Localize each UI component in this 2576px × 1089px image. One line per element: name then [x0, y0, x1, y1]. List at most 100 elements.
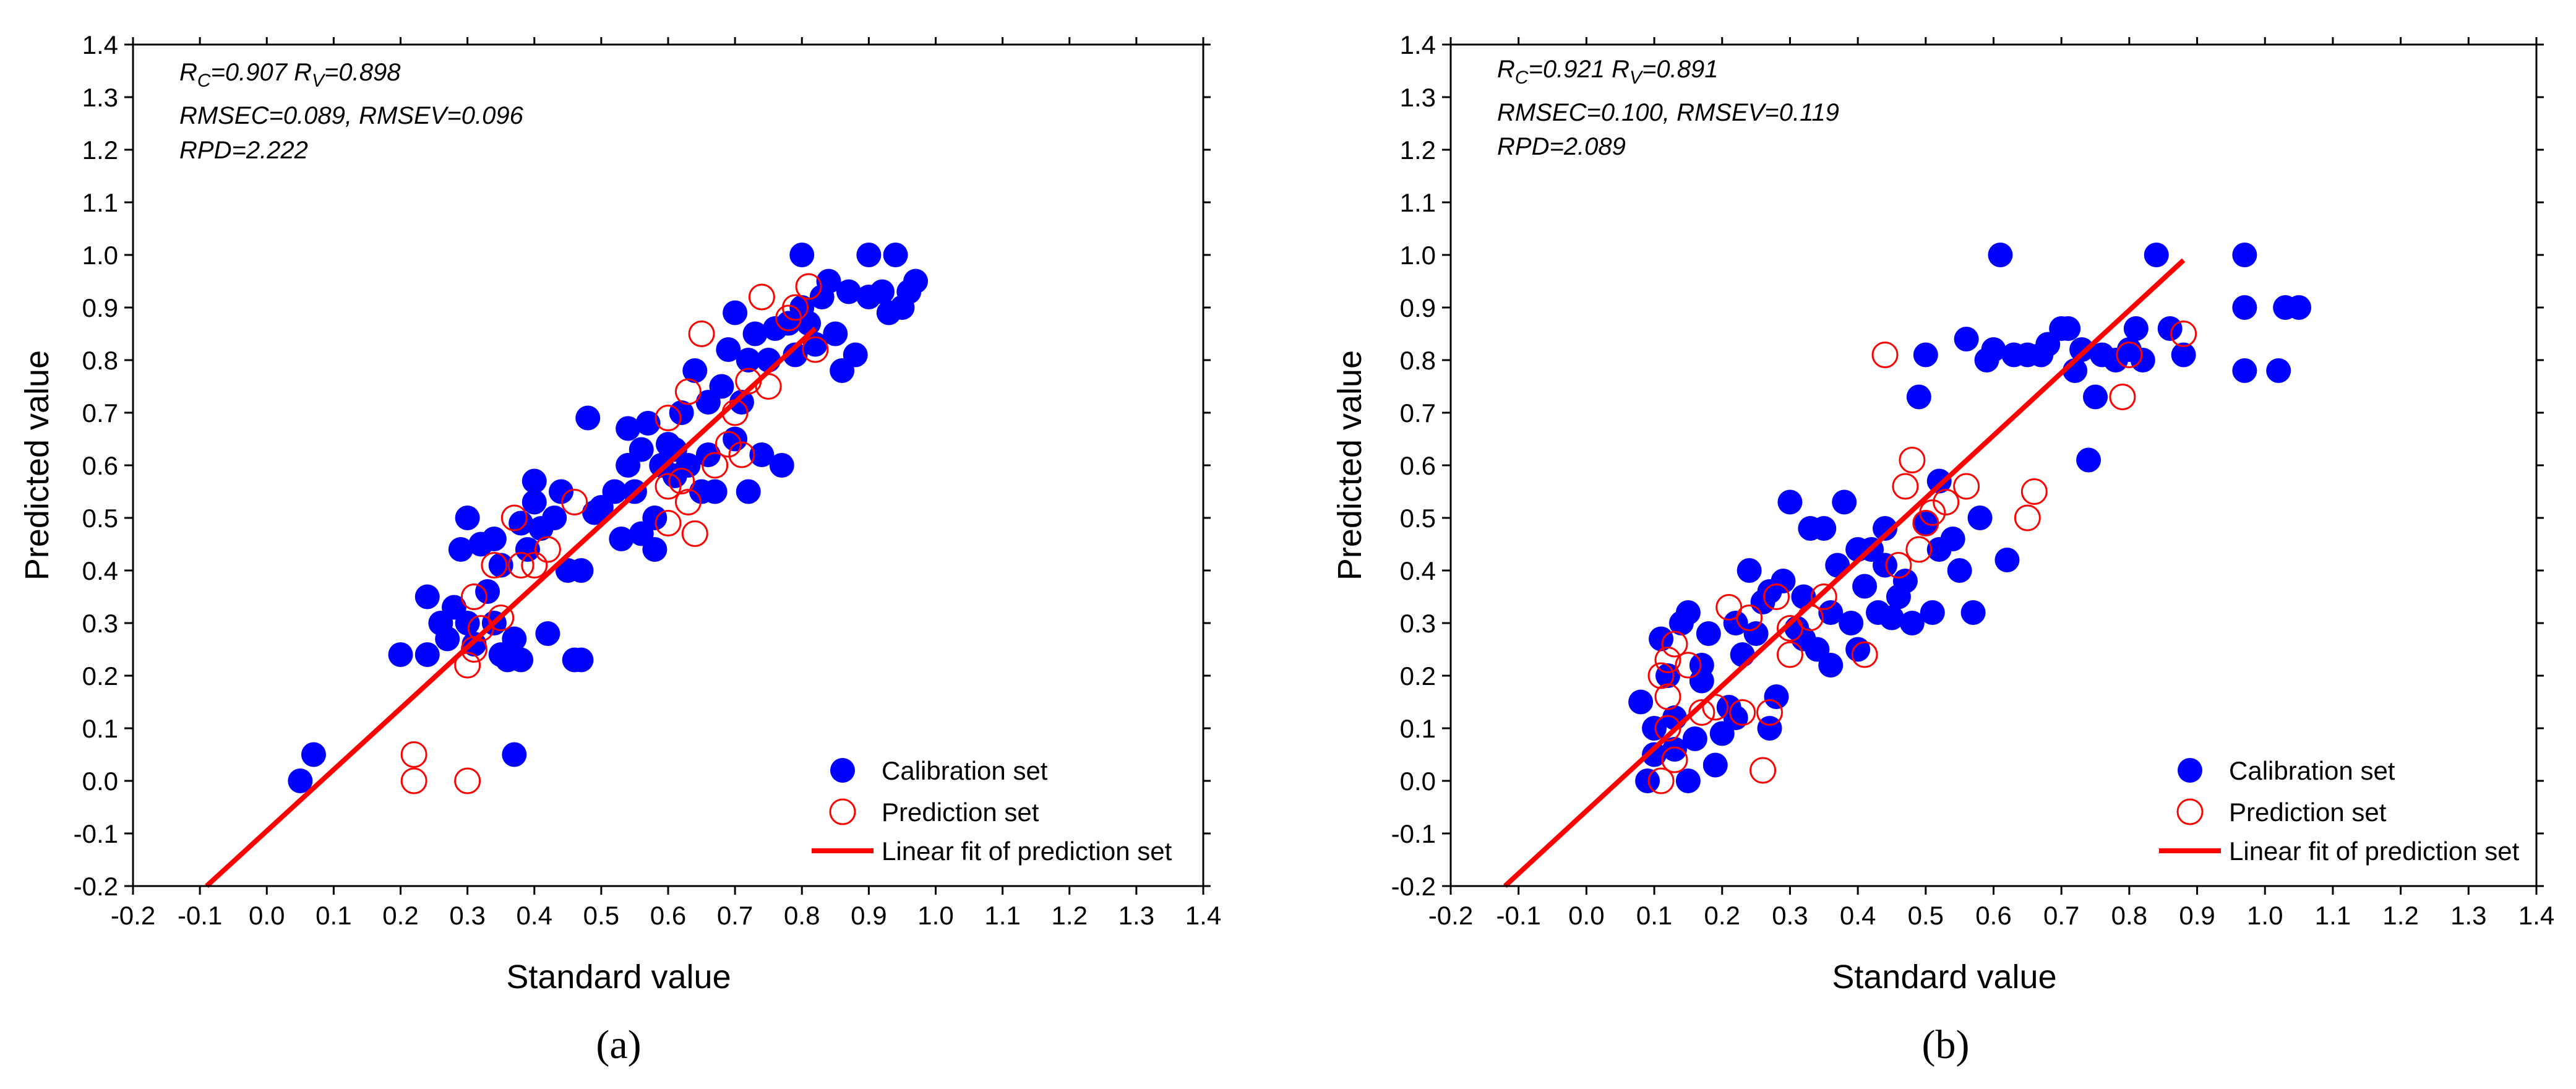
calibration-point — [1839, 611, 1864, 635]
calibration-point — [2266, 358, 2291, 383]
prediction-point — [802, 336, 829, 363]
y-tick-label: 1.4 — [82, 30, 118, 59]
calibration-point — [1818, 600, 1844, 625]
y-tick-label: 1.3 — [82, 83, 118, 112]
calibration-point — [1994, 548, 2020, 572]
prediction-point — [748, 283, 775, 311]
plot-frame — [1449, 43, 2538, 887]
y-tick-label: 0.8 — [82, 346, 118, 375]
prediction-point — [655, 510, 682, 536]
calibration-point — [1675, 600, 1701, 625]
prediction-point — [1647, 662, 1675, 689]
x-tick-label: 0.2 — [1704, 901, 1740, 930]
prediction-point — [674, 378, 702, 405]
y-tick-label: 0.3 — [1400, 609, 1436, 638]
calibration-point — [2232, 243, 2257, 267]
prediction-point — [1905, 536, 1933, 563]
calibration-point — [635, 411, 661, 436]
prediction-point — [2014, 504, 2041, 532]
y-tick-label: 0.4 — [82, 556, 118, 585]
calibration-point — [301, 742, 326, 767]
x-tick-label: -0.1 — [1496, 901, 1541, 930]
calibration-point — [509, 647, 534, 673]
stats-line-2: RMSEC=0.100, RMSEV=0.119 — [1497, 99, 1839, 126]
legend-fit-label: Linear fit of prediction set — [882, 837, 1172, 866]
calibration-point — [1845, 637, 1871, 662]
legend-prediction-label: Prediction set — [2229, 798, 2387, 827]
calibration-point — [1757, 716, 1782, 741]
calibration-point — [1913, 342, 1938, 368]
panel-label-b: (b) — [1922, 1022, 1970, 1067]
panel-a: -0.2 -0.1 0.0 0.1 0.2 0.3 0.4 0.5 0.6 0.7 0.8 0.9 1.… — [19, 30, 1221, 1067]
calibration-point — [502, 626, 527, 652]
calibration-point — [2076, 447, 2102, 473]
prediction-point — [688, 321, 715, 347]
calibration-point — [1682, 726, 1707, 751]
calibration-point — [883, 243, 908, 267]
prediction-point — [400, 741, 427, 768]
prediction-point — [1654, 647, 1681, 673]
calibration-point — [515, 537, 540, 562]
calibration-point — [1873, 516, 1897, 541]
calibration-point — [569, 558, 594, 583]
x-tick-label: 0.5 — [1908, 901, 1944, 930]
calibration-point — [1777, 489, 1803, 515]
prediction-point — [1885, 552, 1912, 579]
x-tick-label: 0.7 — [2043, 901, 2079, 930]
calibration-point — [2123, 316, 2149, 341]
x-tick-label: 1.4 — [2518, 901, 2554, 930]
stats-line-2: RMSEC=0.089, RMSEV=0.096 — [179, 102, 524, 129]
stats-line-3: RPD=2.222 — [179, 137, 308, 164]
legend-fit-label: Linear fit of prediction set — [2229, 837, 2520, 866]
prediction-point — [1750, 757, 1777, 784]
x-tick-label: 0.6 — [650, 901, 686, 930]
calibration-point — [535, 621, 560, 646]
calibration-point — [616, 416, 641, 441]
calibration-point — [481, 527, 507, 551]
x-tick-label: 0.4 — [517, 901, 552, 930]
y-tick-label: 0.4 — [1400, 556, 1436, 585]
y-tick-label: 0.6 — [1400, 451, 1436, 480]
prediction-point — [1919, 499, 1946, 526]
legend-calibration-label: Calibration set — [2229, 756, 2395, 785]
calibration-point — [522, 489, 547, 515]
calibration-point — [1702, 752, 1728, 778]
legend: Calibration set Prediction set Linear fi… — [812, 756, 1172, 866]
calibration-point — [629, 521, 654, 546]
y-tick-label: 1.2 — [1400, 136, 1436, 165]
x-tick-label: 0.4 — [1840, 901, 1876, 930]
y-tick-label: 0.6 — [82, 451, 118, 480]
calibration-point — [1737, 558, 1762, 583]
prediction-point — [1654, 715, 1681, 742]
calibration-point — [749, 442, 775, 467]
y-tick-label: -0.1 — [1391, 819, 1436, 848]
calibration-point — [1628, 689, 1654, 715]
prediction-point — [674, 489, 702, 515]
calibration-point — [1960, 600, 1986, 625]
calibration-point — [1635, 768, 1660, 793]
calibration-point — [475, 579, 500, 604]
calibration-point — [1655, 663, 1680, 688]
x-tick-label: 1.1 — [2315, 901, 2351, 930]
calibration-point — [488, 553, 513, 578]
legend-prediction-label: Prediction set — [882, 798, 1039, 827]
prediction-point — [500, 504, 528, 532]
y-tick-label: 0.1 — [82, 714, 118, 743]
prediction-point — [521, 552, 548, 579]
calibration-point — [1967, 506, 1993, 530]
y-axis-title: Predicted value — [19, 350, 56, 580]
y-tick-label: 0.2 — [1400, 661, 1436, 691]
prediction-point — [487, 605, 515, 631]
x-tick-label: 1.0 — [917, 901, 953, 930]
calibration-point — [1926, 537, 1952, 562]
fit-line — [205, 327, 817, 888]
prediction-point — [655, 405, 682, 431]
calibration-point — [2083, 384, 2108, 410]
calibration-point — [870, 279, 895, 304]
prediction-point — [781, 294, 809, 321]
calibration-point — [569, 647, 594, 673]
axes-ticks: -0.2 -0.1 0.0 0.1 0.2 0.3 0.4 0.5 0.6 0.7 0.8 0.9 1.… — [1391, 30, 2555, 930]
x-tick-label: 0.6 — [1975, 901, 2011, 930]
legend-prediction-marker — [2176, 798, 2204, 825]
